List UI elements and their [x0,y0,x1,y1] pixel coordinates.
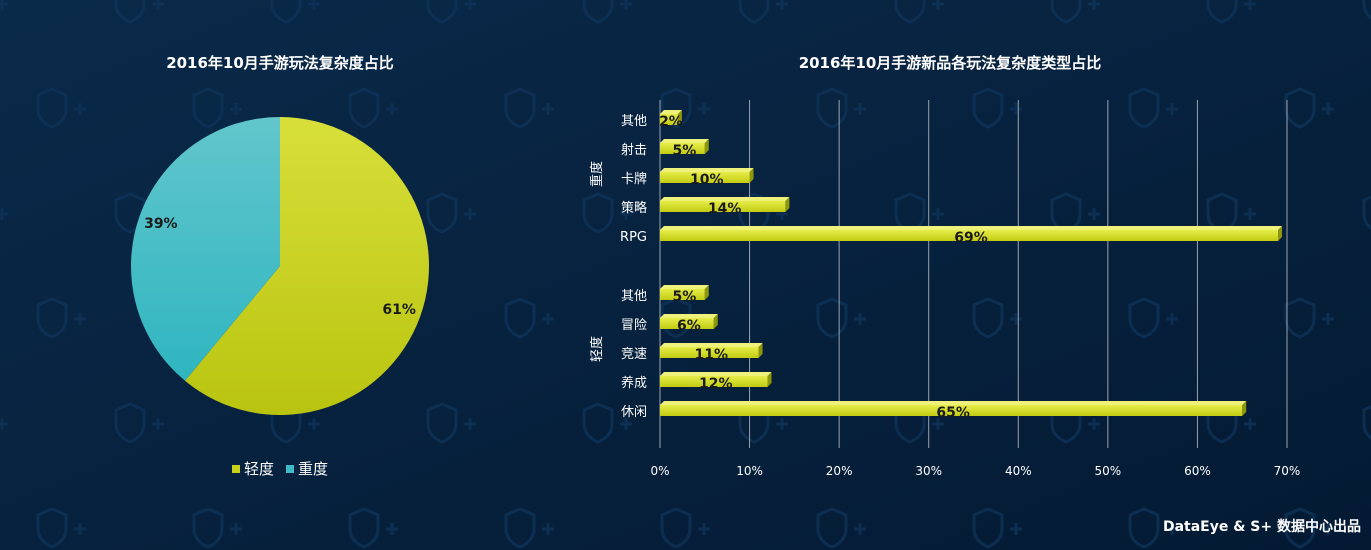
bar-side [677,110,682,125]
bar-side [704,285,709,300]
bar[interactable] [660,289,705,300]
x-tick-label: 60% [1184,464,1211,478]
bar-top [660,343,763,347]
legend-label-heavy: 重度 [298,460,329,478]
bar-value-label: 11% [695,347,729,363]
bar[interactable] [660,114,678,125]
bar[interactable] [660,318,714,329]
bar-top [660,401,1247,405]
pie-chart-title: 2016年10月手游玩法复杂度占比 [166,54,394,72]
pie-slice-heavy[interactable] [131,117,280,381]
bar-top [660,168,754,172]
category-label: 其他 [621,289,647,304]
bar[interactable] [660,230,1279,241]
category-label: 养成 [621,375,647,391]
group-label: 轻度 [589,336,605,362]
x-tick-label: 40% [1005,464,1032,478]
legend-swatch-heavy [286,464,295,473]
bar-side [767,372,772,387]
bar-top [660,285,709,289]
bar-top [660,314,718,318]
bar-value-label: 5% [673,289,697,305]
x-tick-label: 0% [650,464,669,478]
category-label: 冒险 [621,318,647,333]
x-tick-label: 70% [1274,464,1301,478]
category-label: 卡牌 [621,171,647,187]
category-label: 竞速 [621,346,647,362]
bar[interactable] [660,376,768,387]
bar-value-label: 2% [659,114,683,130]
category-label: 休闲 [621,405,647,420]
bar-top [660,139,709,143]
pie-value-label: 61% [382,302,416,318]
footer-credit: DataEye & S+ 数据中心出品 [1162,519,1361,535]
bar[interactable] [660,347,759,358]
legend-label-light: 轻度 [244,460,275,478]
legend-item-heavy[interactable]: 重度 [286,458,328,479]
bar-value-label: 69% [954,230,988,246]
bar-side [713,314,718,329]
category-label: RPG [620,230,647,245]
bar-side [704,139,709,154]
legend-item-light[interactable]: 轻度 [232,458,274,479]
category-label: 其他 [621,114,647,129]
bar[interactable] [660,405,1243,416]
bar-chart-title: 2016年10月手游新品各玩法复杂度类型占比 [798,54,1102,72]
bar-value-label: 14% [708,201,742,217]
category-label: 射击 [621,142,647,158]
bar-side [1278,226,1283,241]
bar-value-label: 65% [936,405,970,421]
group-label: 重度 [589,161,605,187]
bar-side [758,343,763,358]
bar-side [785,197,790,212]
bar[interactable] [660,143,705,154]
bar-value-label: 5% [673,143,697,159]
legend-swatch-light [232,464,240,473]
x-tick-label: 50% [1095,464,1122,478]
pie-value-label: 39% [144,216,178,232]
bar-side [1242,401,1247,416]
bar[interactable] [660,201,786,212]
bar-top [660,372,772,376]
pie-slice-light[interactable] [185,117,430,415]
bar-value-label: 6% [677,318,701,334]
bar-top [660,197,790,201]
bar-value-label: 10% [690,172,724,188]
pie-chart: 61% 39% [131,117,430,415]
category-label: 策略 [621,200,647,216]
bar-top [660,110,682,114]
bar-value-label: 12% [699,376,733,392]
x-tick-label: 20% [826,464,853,478]
bar[interactable] [660,172,750,183]
x-tick-label: 30% [915,464,942,478]
bar-side [749,168,754,183]
bar-top [660,226,1283,230]
x-tick-label: 10% [736,464,763,478]
pie-legend: 轻度 重度 [232,458,328,479]
